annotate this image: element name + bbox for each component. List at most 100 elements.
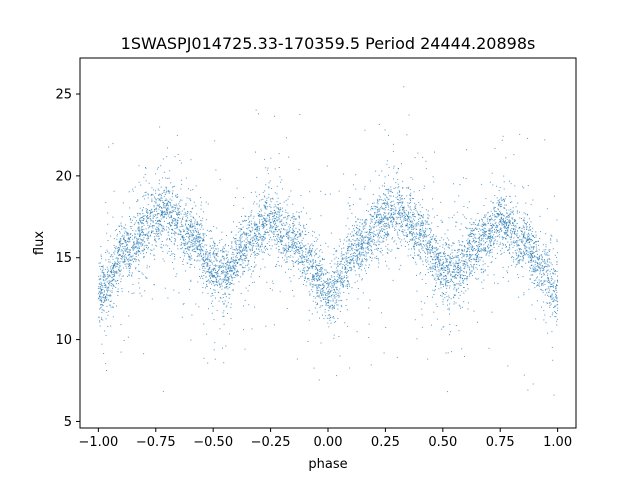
data-point [429, 267, 431, 269]
data-point [535, 270, 537, 271]
data-point [483, 247, 485, 249]
data-point [157, 198, 159, 199]
data-point [207, 258, 209, 260]
data-point [244, 270, 246, 272]
data-point [551, 293, 553, 295]
data-point [132, 248, 134, 250]
data-point [300, 248, 302, 250]
data-point [139, 218, 141, 220]
data-point [277, 211, 279, 213]
data-point [548, 295, 550, 297]
data-point [163, 204, 164, 206]
data-point [101, 309, 103, 311]
data-point [253, 245, 255, 247]
data-point [314, 255, 316, 257]
data-point [190, 159, 192, 161]
data-point [553, 285, 554, 287]
data-point [490, 262, 492, 263]
data-point [102, 286, 104, 288]
data-point [281, 214, 283, 216]
data-point [475, 240, 477, 242]
data-point [260, 215, 262, 217]
data-point [466, 276, 468, 277]
data-point [514, 228, 516, 230]
data-point [491, 231, 493, 233]
data-point [372, 232, 374, 234]
data-point [542, 301, 544, 303]
data-point [474, 233, 476, 235]
data-point [483, 235, 485, 237]
data-point [171, 228, 173, 230]
data-point [306, 248, 308, 250]
data-point [551, 276, 552, 278]
data-point [437, 257, 439, 259]
data-point [204, 251, 206, 253]
data-point [311, 289, 313, 291]
data-point [496, 243, 498, 245]
data-point [551, 299, 553, 300]
data-point [360, 269, 362, 271]
data-point [149, 213, 151, 215]
data-point [291, 245, 293, 247]
data-point [130, 233, 132, 234]
data-point [310, 283, 312, 285]
data-point [300, 233, 302, 235]
data-point [158, 179, 160, 181]
data-point [214, 358, 216, 360]
data-point [455, 256, 457, 258]
data-point [446, 277, 448, 279]
data-point [449, 303, 451, 305]
data-point [126, 248, 128, 249]
data-point [278, 249, 280, 251]
data-point [199, 254, 201, 255]
data-point [492, 224, 494, 226]
data-point [217, 250, 219, 252]
data-point [243, 255, 245, 257]
data-point [478, 239, 480, 241]
data-point [293, 295, 295, 297]
data-point [134, 233, 136, 235]
data-point [383, 234, 385, 236]
data-point [236, 254, 238, 256]
data-point [123, 258, 125, 260]
data-point [256, 226, 258, 228]
data-point [435, 256, 437, 258]
data-point [239, 264, 241, 266]
data-point [235, 256, 237, 258]
data-point [284, 216, 286, 218]
data-point [361, 279, 363, 281]
data-point [529, 266, 531, 268]
data-point [314, 249, 316, 251]
data-point [448, 264, 450, 266]
data-point [218, 280, 220, 282]
data-point [492, 184, 494, 186]
data-point [340, 281, 342, 283]
data-point [270, 198, 272, 200]
data-point [365, 272, 367, 274]
data-point [230, 303, 232, 305]
data-point [157, 204, 159, 206]
data-point [201, 255, 202, 257]
data-point [283, 228, 285, 230]
data-point [432, 176, 434, 178]
data-point [347, 202, 349, 204]
data-point [269, 222, 271, 224]
data-point [109, 304, 111, 306]
data-point [333, 288, 335, 290]
data-point [389, 215, 391, 217]
data-point [413, 191, 415, 193]
data-point [188, 224, 189, 225]
data-point [422, 225, 424, 227]
data-point [506, 227, 507, 229]
data-point [312, 265, 314, 267]
data-point [364, 186, 366, 188]
data-point [422, 227, 424, 229]
data-point [443, 275, 445, 277]
data-point [162, 216, 164, 218]
data-point [184, 270, 186, 272]
data-point [499, 219, 501, 220]
data-point [474, 254, 476, 256]
data-point [427, 217, 429, 219]
data-point [215, 259, 217, 261]
data-point [374, 257, 376, 259]
